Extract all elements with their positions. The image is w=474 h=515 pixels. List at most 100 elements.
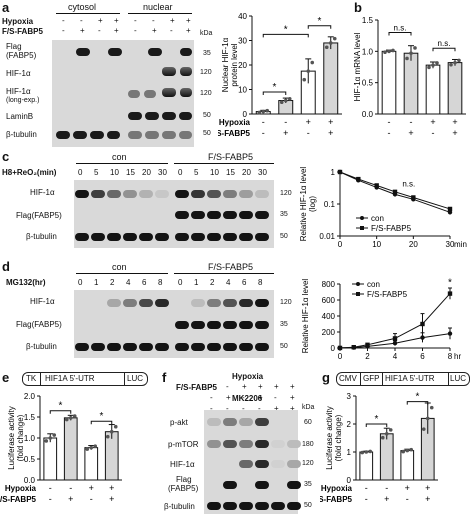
data-point	[387, 49, 391, 54]
fabp5-sign: +	[452, 128, 457, 138]
x-tick-label: 0	[338, 352, 343, 361]
panel-d-blot-hif-label: HIF-1α	[30, 297, 55, 306]
blot-band	[223, 190, 237, 198]
blot-band	[128, 112, 142, 120]
bar	[447, 62, 463, 115]
data-point	[401, 449, 406, 454]
time-label: 4	[226, 278, 231, 287]
bar	[63, 417, 78, 481]
y-tick-label: 10	[238, 86, 247, 95]
sign-hypoxia: +	[186, 16, 191, 25]
blot-band	[207, 343, 221, 351]
bar	[379, 433, 394, 481]
sign: -	[242, 393, 245, 402]
blot-band	[239, 343, 253, 351]
panel-d-group-line-con	[76, 273, 168, 274]
blot-band	[255, 321, 269, 329]
y-axis-label-line: protein level	[230, 43, 239, 86]
y-tick-label: 1	[331, 168, 336, 177]
time-label: 20	[242, 168, 251, 177]
y-tick-label: 20	[238, 61, 247, 70]
panel-c-blot-flag-label: Flag(FABP5)	[16, 211, 62, 220]
y-axis-label-line: HIF-1α mRNA level	[353, 32, 362, 101]
blot-band	[223, 321, 237, 329]
panel-d-kda-120: 120	[280, 299, 292, 306]
panel-f-row-mk2206: MK2206	[232, 394, 263, 403]
annotation-ns: n.s.	[402, 180, 415, 189]
fabp5-sign: -	[49, 494, 52, 504]
y-tick-label: 1.5	[362, 16, 374, 25]
sign-fabp5: -	[62, 26, 65, 35]
sign-hypoxia: -	[134, 16, 137, 25]
panel-d-group-line-fabp5	[174, 273, 274, 274]
blot-band	[239, 460, 253, 468]
blot-band	[175, 190, 189, 198]
x-tick-label: 10	[372, 240, 381, 249]
data-point	[64, 417, 69, 422]
data-point	[392, 189, 398, 195]
blot-band	[239, 502, 253, 510]
data-point	[368, 449, 373, 454]
significance-label: n.s.	[438, 39, 451, 48]
y-axis-label-line: Relative HIF-1α level	[299, 167, 308, 242]
y-tick-label: 0.5	[362, 79, 374, 88]
panel-c-kda-120: 120	[280, 190, 292, 197]
panel-f-kda-180: 180	[302, 441, 314, 448]
blot-band	[107, 343, 121, 351]
construct-utr: HIF1A 5'-UTR	[382, 372, 450, 386]
data-point	[337, 169, 343, 175]
construct-luc: LUC	[124, 372, 148, 386]
blot-band	[145, 112, 159, 120]
panel-c-letter: c	[2, 149, 10, 164]
time-label: 8	[258, 278, 263, 287]
time-label: 1	[94, 278, 99, 287]
blot-band	[107, 190, 121, 198]
y-tick-label: 800	[322, 280, 336, 289]
y-axis-label-line: (fold change)	[16, 414, 25, 461]
bar	[84, 447, 99, 481]
data-point	[383, 50, 387, 55]
time-label: 30	[158, 168, 167, 177]
row-label-fabp5: F/S-FABP5	[320, 495, 353, 504]
significance-bracket	[365, 423, 388, 427]
time-label: 5	[94, 168, 99, 177]
x-tick-label: 8	[448, 352, 453, 361]
data-point	[261, 109, 266, 114]
y-axis-label: Relative HIF-1α level(log)	[299, 167, 317, 242]
panel-f-kda-label: kDa	[302, 404, 315, 411]
blot-band	[207, 233, 221, 241]
blot-band	[175, 211, 189, 219]
data-point	[420, 321, 425, 327]
data-point	[48, 436, 53, 440]
legend-label: con	[367, 280, 380, 289]
sign-fabp5: -	[134, 26, 137, 35]
panel-a-blot-tubulin-label: β-tubulin	[6, 130, 37, 139]
sign-hypoxia: +	[114, 16, 119, 25]
time-label: 0	[178, 168, 183, 177]
legend-label: con	[371, 214, 384, 223]
hypoxia-sign: +	[405, 483, 410, 493]
construct-cmv: CMV	[336, 372, 362, 386]
time-label: 8	[158, 278, 163, 287]
hypoxia-sign: -	[385, 483, 388, 493]
blot-band	[175, 343, 189, 351]
blot-band	[162, 88, 176, 97]
panel-a-blot-flag-label: Flag	[6, 42, 22, 51]
y-axis-label: HIF-1α mRNA level	[353, 32, 362, 101]
bar	[381, 50, 397, 115]
blot-band	[239, 321, 253, 329]
construct-luc: LUC	[448, 372, 470, 386]
data-point	[306, 69, 311, 73]
y-tick-label: 200	[322, 328, 336, 337]
construct-gfp: GFP	[360, 372, 384, 386]
blot-band	[255, 502, 269, 510]
significance-bracket	[90, 420, 113, 425]
panel-c-group-con: con	[112, 152, 127, 162]
data-point	[409, 51, 413, 56]
fabp5-sign: +	[425, 494, 430, 504]
data-point	[413, 46, 417, 50]
blot-band	[223, 418, 237, 426]
row-label-hypoxia: Hypoxia	[219, 118, 251, 127]
data-point	[420, 335, 425, 340]
blot-band	[223, 440, 237, 448]
